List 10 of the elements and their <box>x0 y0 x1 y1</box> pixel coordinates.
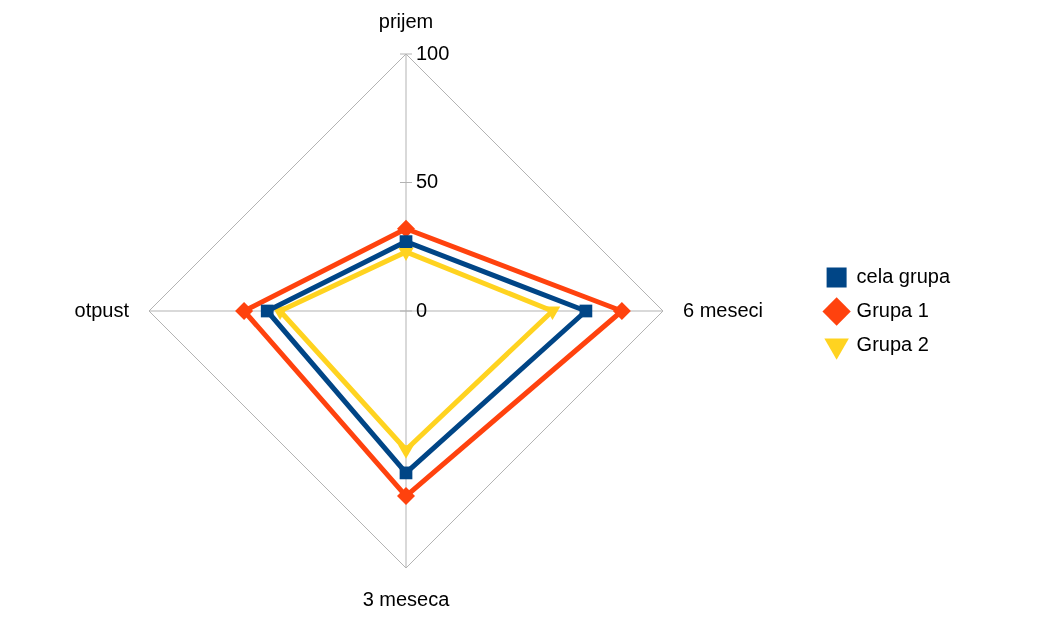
legend-label: Grupa 2 <box>856 333 929 356</box>
y-tick-label: 50 <box>416 170 439 193</box>
spoke-label: prijem <box>378 9 434 32</box>
legend-label: cela grupa <box>856 265 951 288</box>
y-tick-label: 0 <box>416 298 428 321</box>
spoke-label: 3 meseca <box>362 587 451 610</box>
spoke-label: 6 meseci <box>683 298 764 321</box>
y-tick-label: 100 <box>416 41 450 64</box>
spoke-label: otpust <box>74 298 130 321</box>
legend-label: Grupa 1 <box>856 299 929 322</box>
